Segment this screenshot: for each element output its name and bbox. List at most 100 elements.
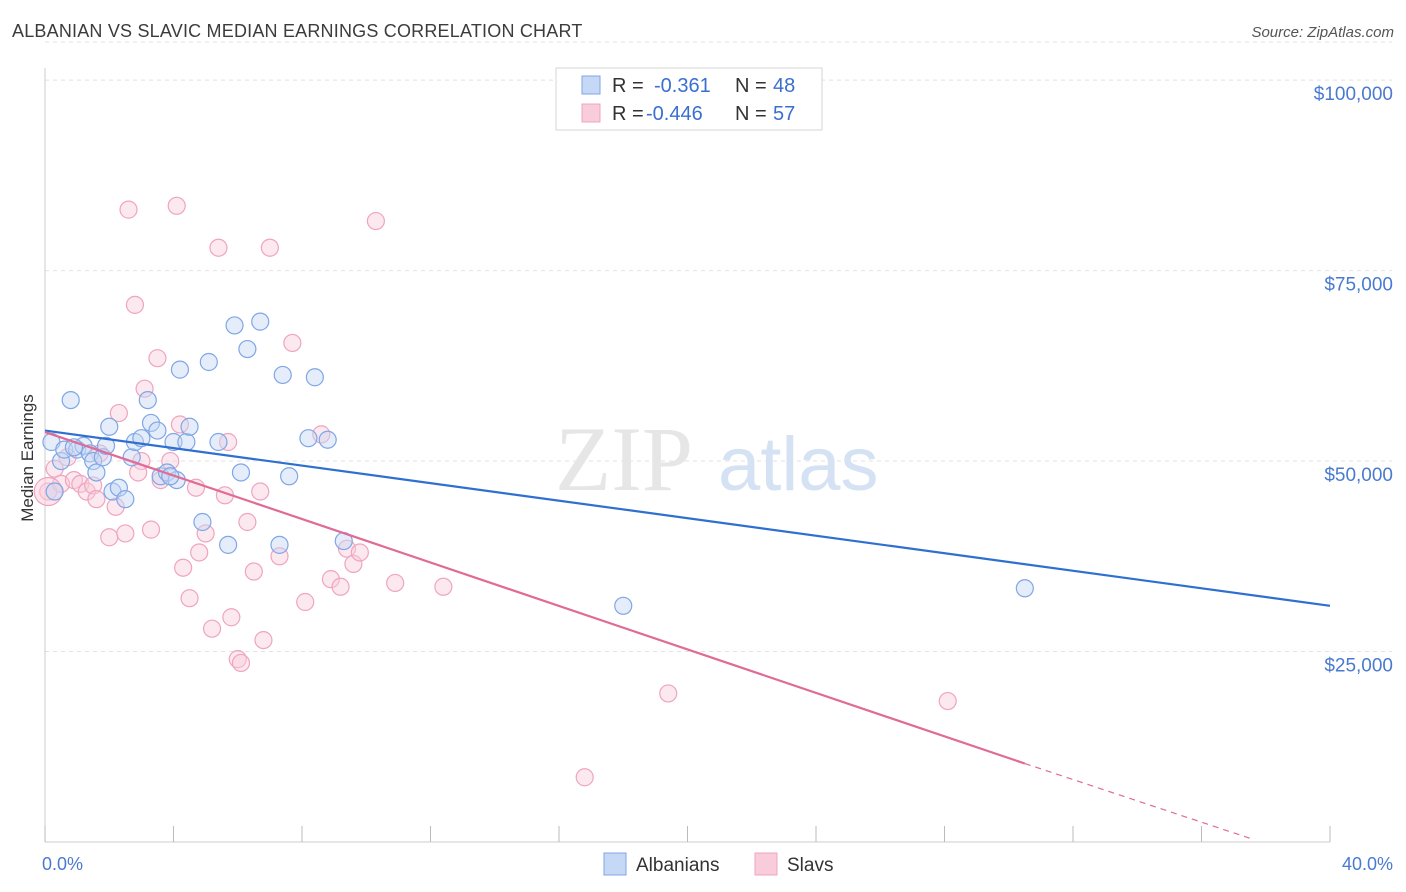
y-tick-label: $100,000 (1314, 84, 1393, 105)
data-point (84, 451, 103, 471)
watermark-atlas: atlas (718, 422, 879, 507)
legend-n-label-albanians: N = (735, 75, 767, 97)
data-point (100, 417, 119, 436)
y-tick-label: $50,000 (1324, 465, 1393, 486)
data-point (116, 490, 135, 509)
source-label: Source: ZipAtlas.com (1251, 24, 1394, 41)
legend-swatch-albanians (581, 75, 601, 95)
legend-r-label-albanians: R = (612, 75, 644, 97)
bottom-legend-swatch-albanians (603, 852, 627, 876)
data-point (231, 653, 251, 673)
data-point (238, 512, 257, 532)
data-point (161, 451, 180, 471)
data-point (1015, 579, 1034, 598)
x-tick-label-max: 40.0% (1342, 854, 1393, 874)
data-point (659, 684, 678, 703)
data-point (251, 482, 270, 501)
data-point (238, 339, 257, 359)
data-point (109, 478, 128, 497)
data-point (296, 592, 315, 612)
data-point (196, 524, 215, 543)
y-tick-label: $25,000 (1324, 656, 1393, 677)
data-point (938, 691, 957, 711)
trend-line-slavs-extension (1024, 762, 1250, 839)
data-point (87, 490, 106, 509)
data-point (386, 573, 405, 593)
trend-line-albanians (44, 429, 1331, 607)
data-point (222, 608, 241, 627)
data-point (219, 432, 238, 452)
data-point (614, 596, 633, 615)
legend-n-label-slavs: N = (735, 103, 767, 125)
data-point (180, 417, 199, 436)
y-tick-labels: $25,000 $50,000 $75,000 $100,000 (1314, 84, 1393, 676)
data-point (45, 482, 64, 501)
data-point (167, 196, 186, 215)
data-point (122, 448, 141, 467)
trend-lines (44, 429, 1331, 839)
data-point (366, 211, 385, 231)
bottom-legend: Albanians Slavs (603, 852, 833, 876)
bottom-legend-swatch-slavs (754, 852, 778, 876)
data-point (138, 390, 157, 410)
legend-box: R = -0.361 N = 48 R = -0.446 N = 57 (555, 67, 823, 131)
legend-r-label-slavs: R = (612, 103, 644, 125)
data-point (96, 436, 116, 455)
data-point (350, 543, 369, 562)
data-point (331, 577, 350, 596)
data-point (106, 497, 125, 516)
data-point (141, 413, 161, 433)
data-point (575, 768, 594, 787)
data-point (45, 459, 64, 478)
data-point (318, 430, 337, 449)
data-point (299, 429, 318, 448)
bottom-legend-label-albanians: Albanians (636, 855, 719, 876)
data-point (434, 577, 453, 596)
legend-n-value-slavs: 57 (773, 103, 795, 125)
data-point (148, 349, 167, 368)
y-axis-title: Median Earnings (18, 394, 37, 522)
data-point (51, 451, 71, 471)
legend-n-value-albanians: 48 (773, 75, 795, 97)
watermark-zip: ZIP (555, 408, 693, 510)
data-point (141, 520, 161, 539)
data-point (280, 467, 299, 486)
data-point (344, 554, 363, 574)
data-point (321, 570, 341, 589)
data-point (174, 558, 193, 577)
series-albanians (42, 312, 1034, 615)
bottom-legend-label-slavs: Slavs (787, 855, 833, 876)
data-point (87, 463, 106, 482)
trend-line-slavs (44, 431, 1026, 765)
data-point (119, 200, 138, 219)
data-point (61, 390, 80, 410)
data-point (164, 432, 183, 452)
x-axis-ticks (44, 826, 1331, 842)
data-point (209, 432, 228, 452)
data-point (33, 476, 63, 507)
data-point (193, 512, 212, 532)
data-point (254, 630, 273, 650)
legend-r-value-slavs: -0.446 (646, 103, 703, 125)
data-point (209, 238, 228, 257)
data-point (199, 352, 218, 372)
data-point (190, 543, 209, 562)
data-point (109, 403, 128, 423)
data-point (251, 312, 270, 331)
data-point (219, 535, 238, 554)
data-point (202, 619, 222, 638)
data-point (148, 421, 167, 440)
data-point (100, 528, 119, 547)
data-point (125, 295, 145, 314)
data-point (180, 589, 199, 608)
chart-title: ALBANIAN VS SLAVIC MEDIAN EARNINGS CORRE… (12, 21, 583, 41)
data-point (273, 365, 292, 385)
legend-swatch-slavs (581, 103, 601, 123)
data-point (170, 360, 190, 379)
data-point (244, 562, 263, 581)
data-point (135, 379, 154, 398)
data-point (270, 535, 289, 554)
data-point (260, 238, 279, 257)
y-tick-label: $75,000 (1324, 275, 1393, 296)
